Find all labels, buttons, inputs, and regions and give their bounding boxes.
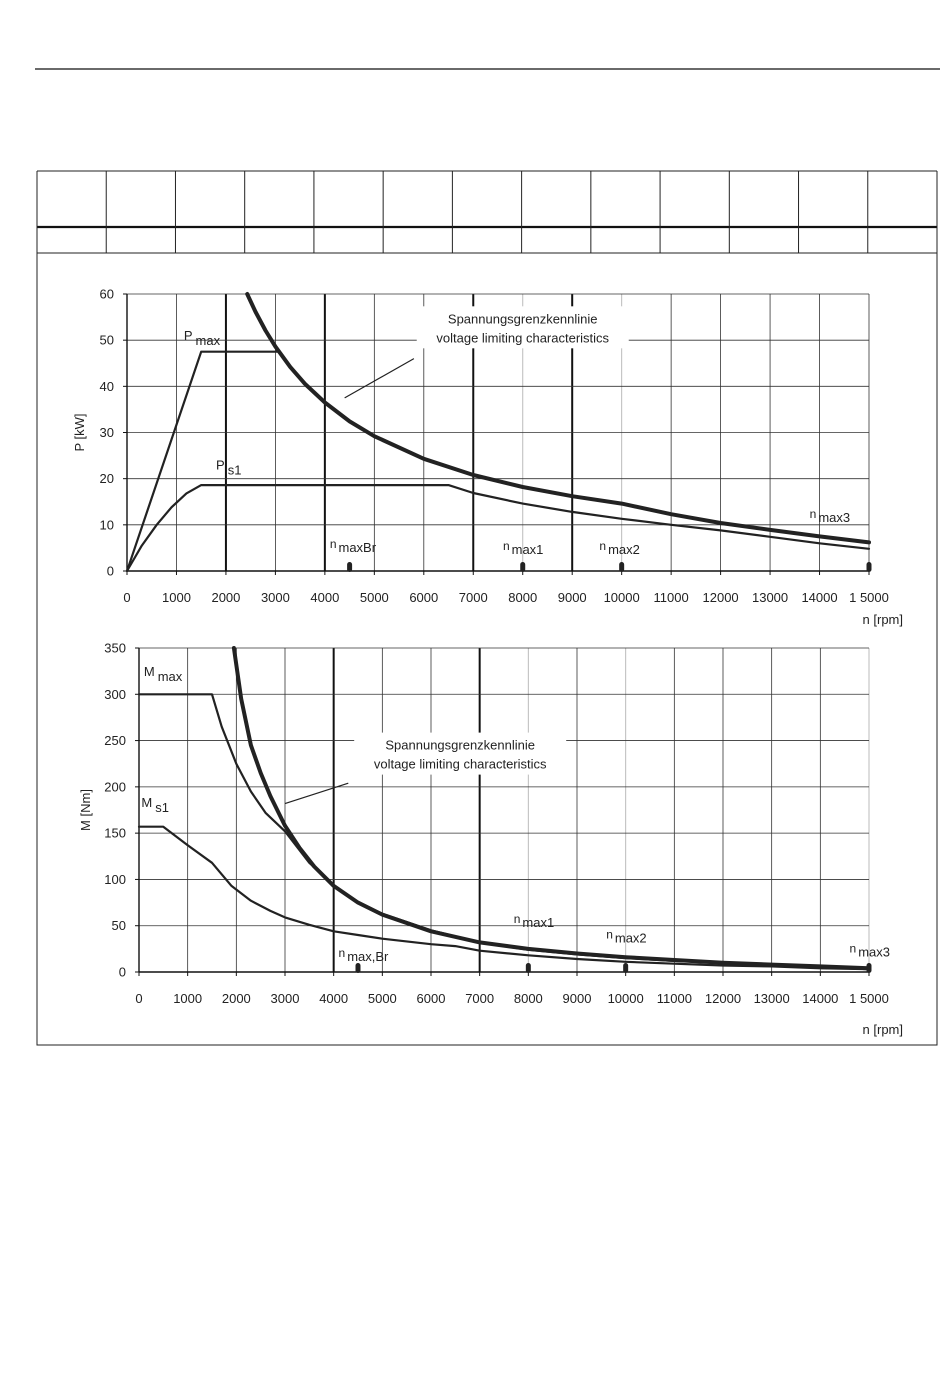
x-tick-label: 4000 bbox=[310, 590, 339, 605]
y-tick-label: 20 bbox=[100, 471, 114, 486]
x-tick-label: 12000 bbox=[703, 590, 739, 605]
marker-max2 bbox=[619, 562, 625, 572]
y-axis-label: M [Nm] bbox=[78, 789, 93, 831]
header-table bbox=[36, 170, 938, 253]
x-tick-label: 5000 bbox=[368, 991, 397, 1006]
x-tick-label: 11000 bbox=[657, 991, 692, 1006]
y-tick-label: 100 bbox=[104, 872, 126, 887]
marker-label-max,Br: n max,Br bbox=[339, 946, 390, 964]
x-axis-label: n [rpm] bbox=[863, 1022, 903, 1037]
marker-max3 bbox=[866, 562, 872, 572]
x-tick-label: 12000 bbox=[705, 991, 741, 1006]
x-tick-label: 7000 bbox=[465, 991, 494, 1006]
marker-label-max3: n max3 bbox=[810, 507, 850, 525]
x-tick-label: 2000 bbox=[222, 991, 251, 1006]
x-tick-label: 1000 bbox=[162, 590, 191, 605]
torque-chart: 0 1000 2000 3000 4000 5000 6000 7000 8000 9000 100… bbox=[78, 641, 903, 1038]
marker-label-max3: n max3 bbox=[850, 942, 890, 960]
annotation-line1: Spannungsgrenzkennlinie bbox=[448, 311, 598, 326]
marker-max1 bbox=[525, 963, 531, 973]
x-tick-label: 14000 bbox=[801, 590, 837, 605]
y-tick-label: 0 bbox=[107, 564, 114, 579]
y-tick-label: 350 bbox=[104, 641, 126, 656]
y-axis-label: P [kW] bbox=[72, 413, 87, 451]
marker-max2 bbox=[623, 963, 629, 973]
y-tick-label: 300 bbox=[104, 687, 126, 702]
marker-max,Br bbox=[355, 963, 361, 973]
x-tick-label: 6000 bbox=[409, 590, 438, 605]
x-tick-label: 9000 bbox=[558, 590, 587, 605]
annotation-line2: voltage limiting characteristics bbox=[436, 330, 609, 345]
x-tick-label: 8000 bbox=[514, 991, 543, 1006]
x-tick-label: 2000 bbox=[211, 590, 240, 605]
x-tick-label: 9000 bbox=[563, 991, 592, 1006]
x-tick-label: 13000 bbox=[754, 991, 790, 1006]
y-tick-label: 200 bbox=[104, 779, 126, 794]
x-tick-label: 3000 bbox=[261, 590, 290, 605]
chart-frame bbox=[36, 252, 938, 1046]
marker-maxBr bbox=[347, 562, 353, 572]
x-tick-label: 8000 bbox=[508, 590, 537, 605]
x-tick-label: 10000 bbox=[608, 991, 644, 1006]
x-tick-label: 13000 bbox=[752, 590, 788, 605]
marker-label-maxBr: n maxBr bbox=[330, 537, 377, 555]
y-tick-label: 50 bbox=[112, 918, 126, 933]
x-tick-label: 7000 bbox=[459, 590, 488, 605]
marker-label-max1: n max1 bbox=[514, 912, 554, 930]
y-tick-label: 40 bbox=[100, 379, 114, 394]
power-chart: 0 1000 2000 3000 4000 5000 6000 7000 8000 9000 100… bbox=[72, 287, 903, 628]
annotation-bg bbox=[416, 306, 629, 349]
annotation-line1: Spannungsgrenzkennlinie bbox=[385, 738, 535, 753]
y-tick-label: 10 bbox=[100, 517, 114, 532]
annotation-bg bbox=[354, 732, 567, 775]
x-tick-label: 1000 bbox=[173, 991, 202, 1006]
annotation-line2: voltage limiting characteristics bbox=[374, 757, 547, 772]
y-tick-label: 50 bbox=[100, 333, 114, 348]
y-tick-label: 250 bbox=[104, 733, 126, 748]
x-tick-label: 3000 bbox=[271, 991, 300, 1006]
x-tick-label: 14000 bbox=[802, 991, 838, 1006]
marker-max1 bbox=[520, 562, 526, 572]
annotation-pointer bbox=[284, 782, 349, 805]
series-voltage-limit bbox=[231, 646, 871, 971]
x-tick-label: 11000 bbox=[654, 590, 689, 605]
y-tick-label: 150 bbox=[104, 826, 126, 841]
series-voltage-limit bbox=[245, 292, 871, 545]
annotation-pointer bbox=[344, 358, 415, 399]
series-Ms1 bbox=[137, 825, 871, 971]
y-tick-label: 30 bbox=[100, 425, 114, 440]
series-Pmax bbox=[125, 350, 279, 573]
y-tick-label: 60 bbox=[100, 287, 114, 302]
y-tick-label: 0 bbox=[119, 965, 126, 980]
marker-max3 bbox=[866, 963, 872, 973]
marker-label-max1: n max1 bbox=[503, 539, 543, 557]
x-tick-label: 0 bbox=[135, 991, 142, 1006]
marker-label-max2: n max2 bbox=[606, 928, 646, 946]
x-tick-label: 1 5000 bbox=[849, 590, 889, 605]
marker-label-max2: n max2 bbox=[599, 539, 639, 557]
x-tick-label: 10000 bbox=[604, 590, 640, 605]
series-Ps1 bbox=[125, 484, 871, 573]
x-tick-label: 6000 bbox=[417, 991, 446, 1006]
x-tick-label: 5000 bbox=[360, 590, 389, 605]
x-tick-label: 4000 bbox=[319, 991, 348, 1006]
x-axis-label: n [rpm] bbox=[863, 612, 903, 627]
x-tick-label: 1 5000 bbox=[849, 991, 889, 1006]
x-tick-label: 0 bbox=[123, 590, 130, 605]
